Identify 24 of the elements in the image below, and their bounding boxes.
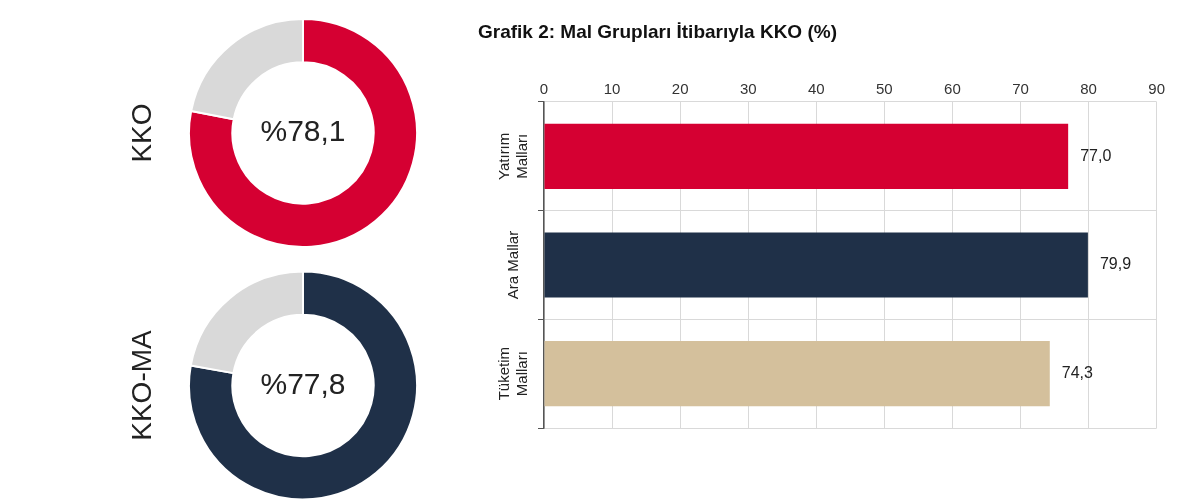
y-tick-label: Ara Mallar bbox=[504, 230, 522, 300]
x-tick-label: 40 bbox=[807, 80, 825, 98]
data-label: 77,0 bbox=[1080, 146, 1112, 164]
bar bbox=[544, 341, 1050, 407]
data-label: 79,9 bbox=[1099, 255, 1132, 273]
data-label: %77,8 bbox=[260, 366, 346, 400]
chart-title: Grafik 2: Mal Grupları İtibarıyla KKO (%) bbox=[478, 21, 837, 42]
bar bbox=[544, 123, 1069, 189]
x-tick-label: 50 bbox=[876, 80, 893, 98]
y-tick-label: Tüketim Malları bbox=[495, 346, 531, 401]
bar bbox=[544, 232, 1088, 298]
x-tick-label: 10 bbox=[603, 80, 621, 98]
x-tick-label: 90 bbox=[1148, 80, 1165, 98]
x-tick-label: 70 bbox=[1012, 80, 1029, 98]
text: KKO bbox=[125, 103, 157, 163]
y-tick-label: Yatırım Malları bbox=[495, 132, 531, 180]
x-tick-label: 30 bbox=[739, 80, 757, 98]
x-tick-label: 0 bbox=[539, 80, 549, 98]
x-tick-label: 20 bbox=[671, 80, 689, 98]
x-tick-label: 60 bbox=[944, 80, 961, 98]
data-label: %78,1 bbox=[260, 114, 346, 148]
text: KKO-MA bbox=[125, 329, 157, 441]
x-tick-label: 80 bbox=[1080, 80, 1097, 98]
data-label: 74,3 bbox=[1061, 364, 1094, 382]
